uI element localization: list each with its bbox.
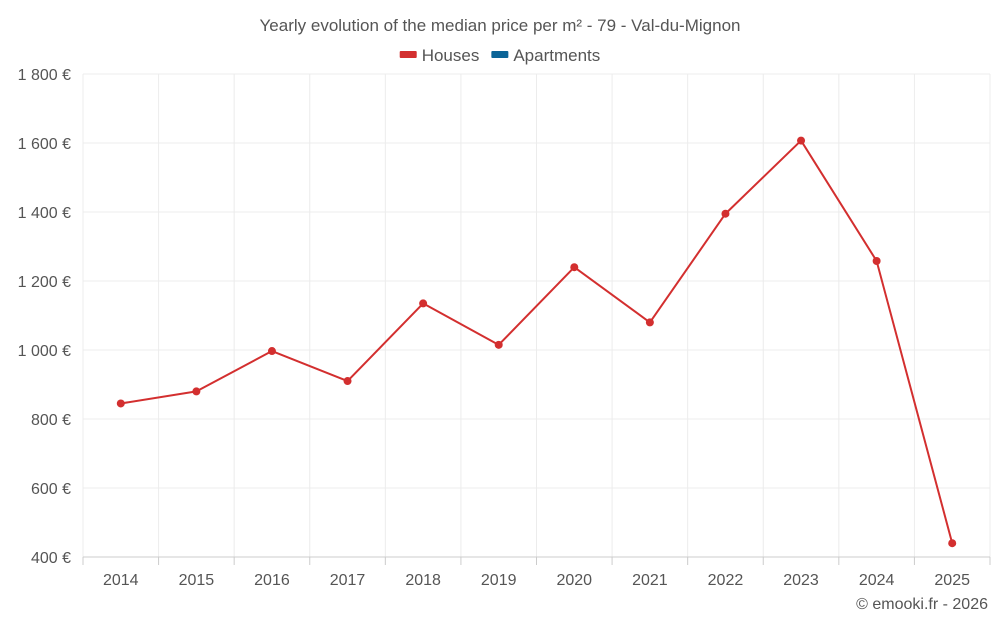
data-point[interactable] [419,299,428,308]
data-point[interactable] [267,347,276,356]
data-point[interactable] [721,209,730,218]
y-tick-label: 800 € [31,412,71,429]
data-point[interactable] [645,318,654,327]
data-point[interactable] [116,399,125,408]
legend-label: Houses [422,46,480,65]
x-tick-label: 2021 [632,572,668,589]
x-tick-label: 2016 [254,572,290,589]
data-point[interactable] [948,539,957,548]
y-tick-label: 1 400 € [18,205,71,222]
y-tick-label: 600 € [31,481,71,498]
x-tick-label: 2014 [103,572,139,589]
y-tick-label: 400 € [31,550,71,567]
x-tick-label: 2020 [556,572,592,589]
x-tick-label: 2018 [405,572,441,589]
data-point[interactable] [192,387,201,396]
x-tick-label: 2023 [783,572,819,589]
x-tick-label: 2017 [330,572,366,589]
credit: © emooki.fr - 2026 [856,596,988,613]
grid [82,73,991,557]
axes: 400 € 600 € 800 € 1 000 € 1 200 € 1 400 € 1 60… [18,67,991,589]
data-point[interactable] [797,136,806,145]
legend-swatch [491,51,509,58]
chart-title: Yearly evolution of the median price per… [260,16,741,35]
x-tick-label: 2022 [708,572,744,589]
y-tick-label: 1 200 € [18,274,71,291]
legend: Houses Apartments [399,46,600,65]
legend-swatch [399,51,417,58]
series [116,136,957,548]
data-point[interactable] [570,263,579,272]
y-tick-label: 1 000 € [18,343,71,360]
x-tick-label: 2019 [481,572,517,589]
data-point[interactable] [872,256,881,265]
legend-label: Apartments [513,46,600,65]
y-tick-label: 1 600 € [18,136,71,153]
series-line-houses [120,139,954,544]
x-tick-label: 2015 [179,572,215,589]
legend-item-apartments[interactable]: Apartments [491,46,600,65]
data-point[interactable] [494,340,503,349]
x-tick-label: 2025 [934,572,970,589]
x-tick-label: 2024 [859,572,895,589]
legend-item-houses[interactable]: Houses [399,46,480,65]
data-point[interactable] [343,377,352,386]
y-tick-label: 1 800 € [18,67,71,84]
